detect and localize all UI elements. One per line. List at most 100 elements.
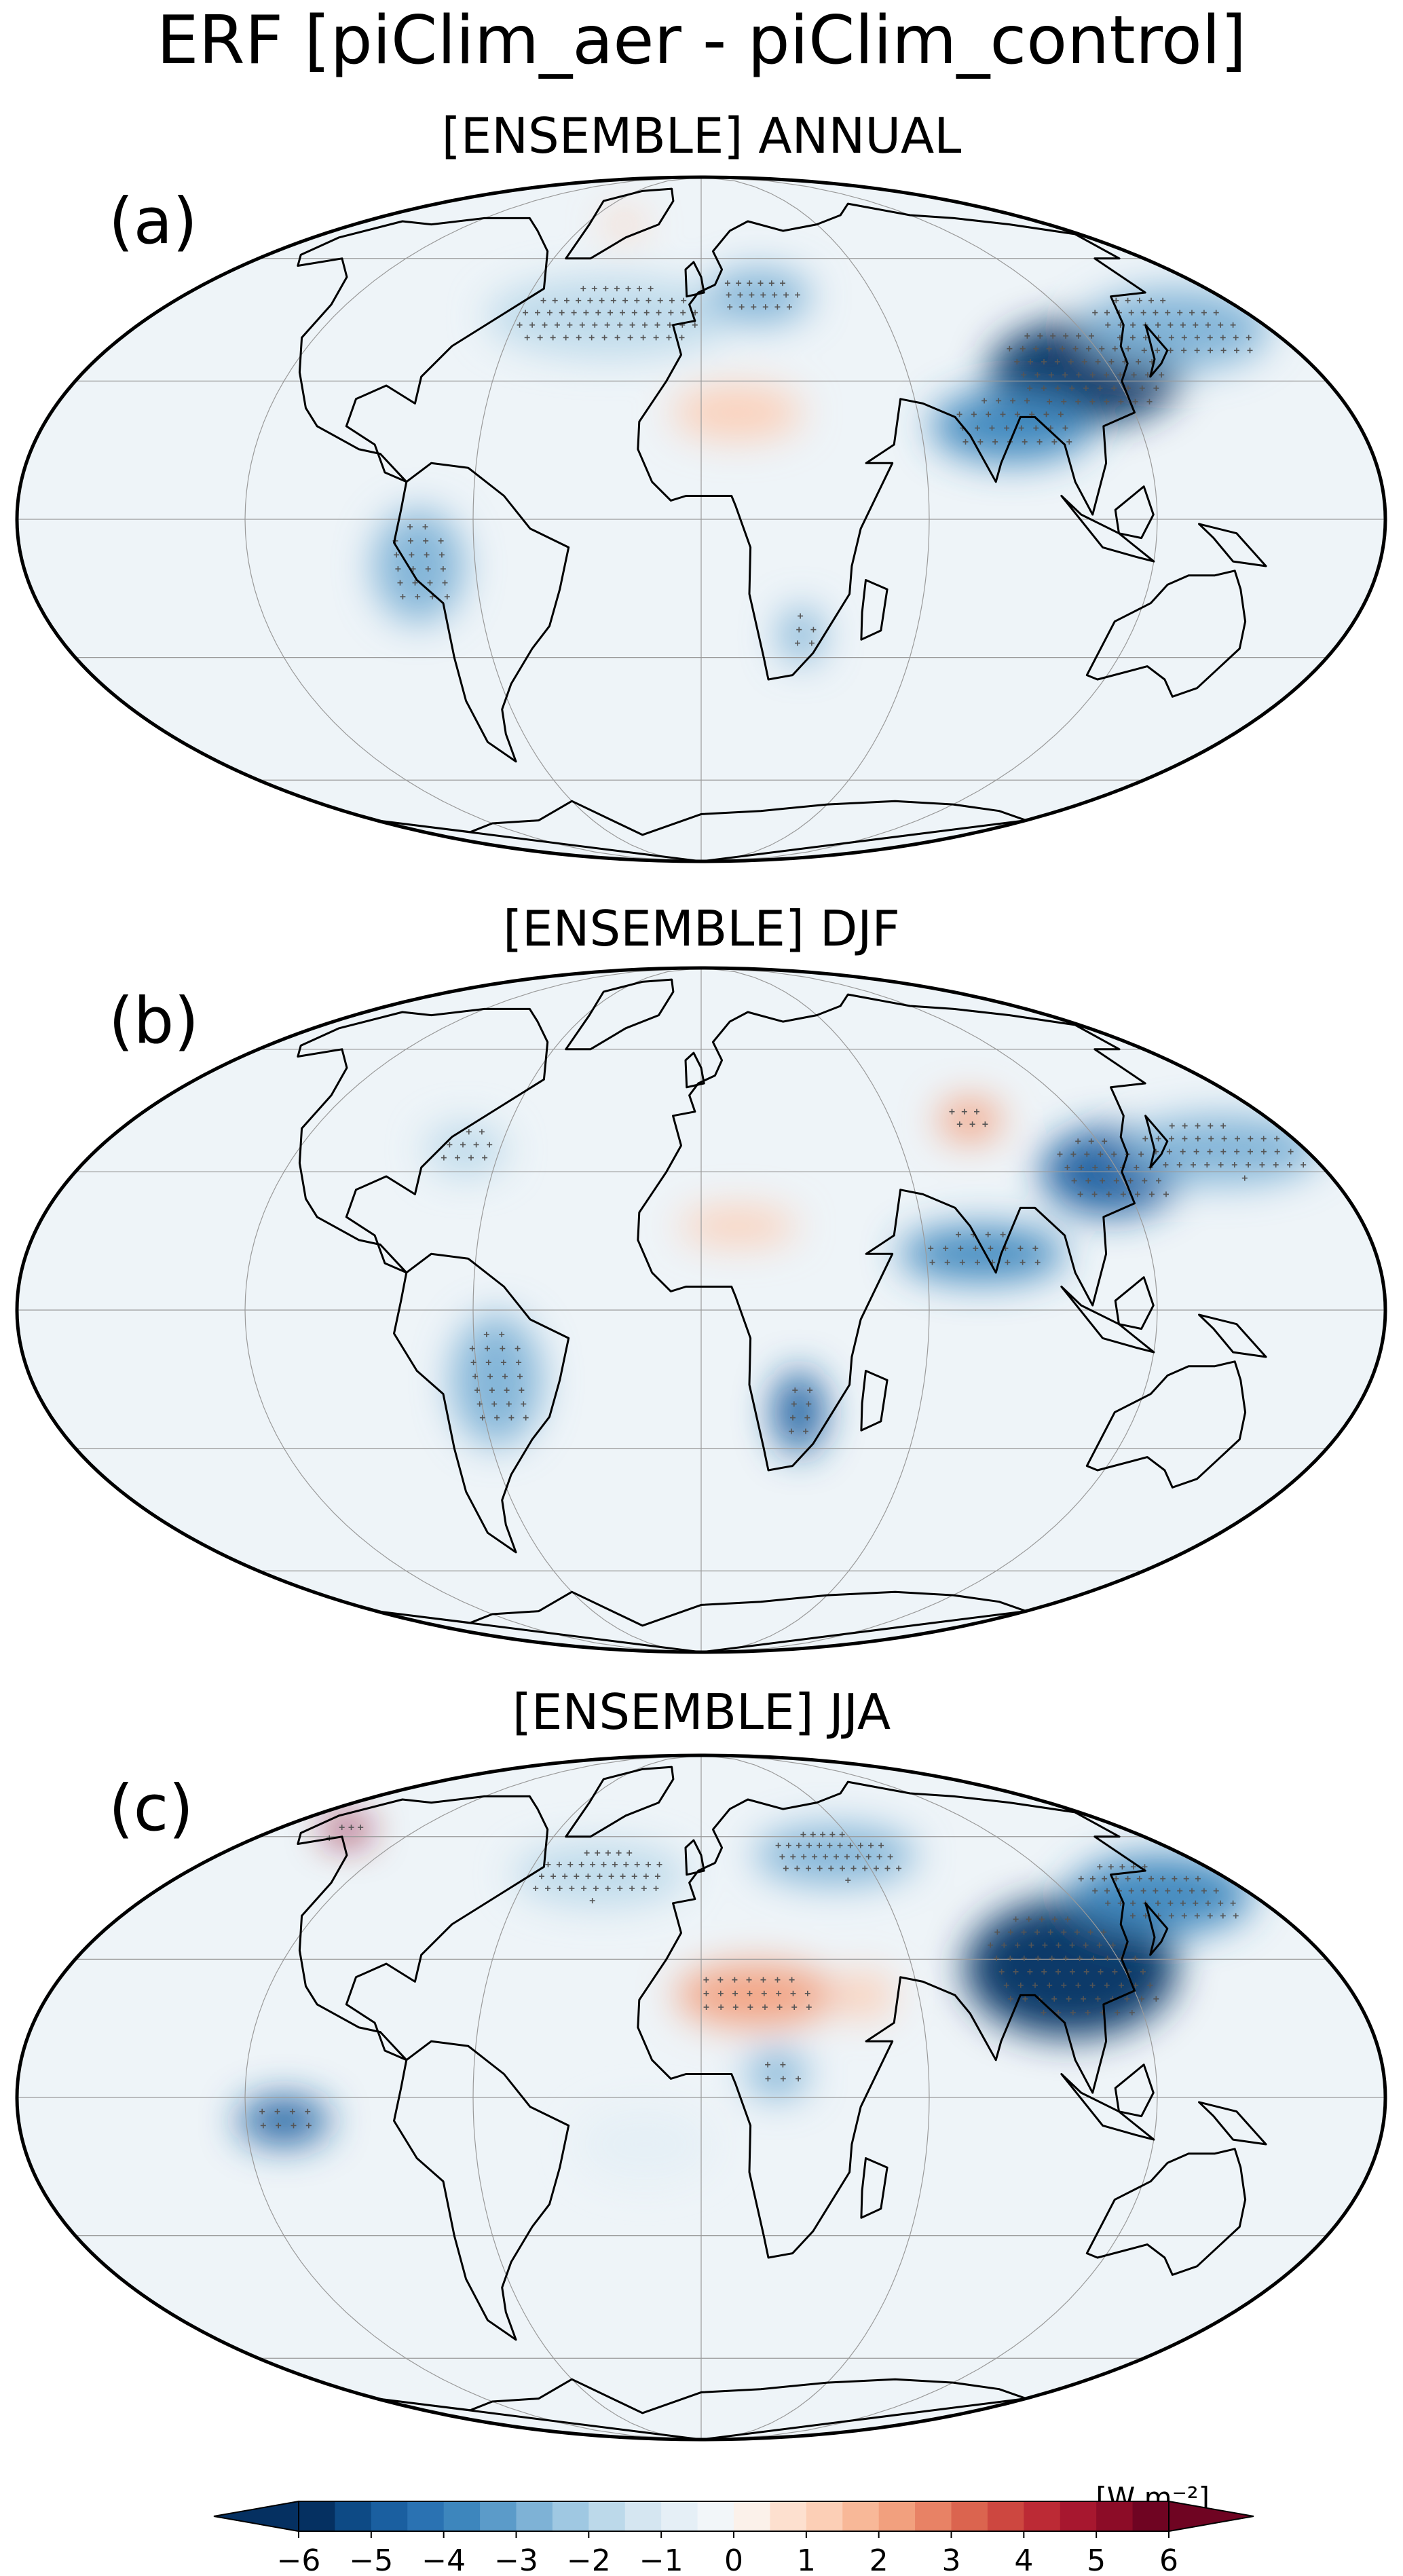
anomaly-arabia — [835, 1973, 894, 2018]
anomaly-north-pacific — [1121, 1115, 1323, 1184]
colorbar-extend-low — [213, 2500, 299, 2533]
panel-c-map — [15, 1753, 1387, 2442]
coastline-new-guinea — [1198, 2101, 1267, 2146]
coastline-japan — [1144, 1902, 1169, 1956]
colorbar-bin — [842, 2501, 880, 2531]
anomaly-south-america — [451, 1314, 542, 1446]
colorbar-tick-label: −5 — [349, 2543, 393, 2576]
colorbar-tick-label: −2 — [567, 2543, 611, 2576]
coastline-australia — [1085, 2148, 1247, 2276]
coastline-madagascar — [860, 2157, 888, 2219]
panel-b-subtitle: [ENSEMBLE] DJF — [503, 900, 900, 957]
coastline-africa-europe-asia — [637, 993, 1146, 1472]
colorbar-bin — [1132, 2501, 1170, 2531]
significance-stippling — [392, 280, 1253, 646]
coastline-borneo — [1114, 1276, 1155, 1330]
coastline-greenland — [565, 187, 675, 260]
meridian-line — [472, 177, 702, 861]
colorbar-bin — [299, 2501, 336, 2531]
coastline-south-america — [393, 462, 570, 763]
colorbar-extend-high — [1168, 2500, 1254, 2533]
coastline-north-america — [297, 1795, 549, 2061]
colorbar-bin — [480, 2501, 517, 2531]
anomaly-equatorial-africa — [747, 2051, 808, 2097]
coastline-japan — [1144, 324, 1169, 378]
coastline-greenland — [565, 978, 675, 1051]
coastline-uk — [684, 1051, 705, 1089]
anomaly-field — [373, 212, 1271, 662]
coastline-antarctica — [375, 2378, 1028, 2440]
panel-a-map — [15, 175, 1387, 863]
significance-stippling — [441, 1108, 1307, 1434]
meridian-line — [244, 1755, 702, 2440]
colorbar-tick-label: 5 — [1087, 2543, 1106, 2576]
graticule — [17, 1755, 1385, 2440]
colorbar-tick-label: 1 — [797, 2543, 816, 2576]
colorbar-bin — [407, 2501, 445, 2531]
colorbar-bin — [1096, 2501, 1134, 2531]
anomaly-alaska — [323, 1817, 371, 1842]
anomaly-southern-africa — [773, 1370, 825, 1454]
anomaly-greenland-south — [605, 212, 643, 237]
map-field — [17, 968, 1385, 1652]
anomaly-central-asia — [938, 1099, 1002, 1141]
colorbar-bin — [335, 2501, 372, 2531]
anomaly-north-atlantic — [487, 277, 732, 357]
panel-a-label: (a) — [109, 185, 198, 259]
anomaly-europe-russia — [755, 1826, 916, 1885]
anomaly-north-pacific — [1080, 288, 1271, 370]
coastline-south-america — [393, 1252, 570, 1554]
coastline-north-america — [297, 1007, 549, 1274]
colorbar-bin — [443, 2501, 481, 2531]
anomaly-southern-africa — [779, 608, 823, 662]
meridian-line — [472, 968, 702, 1652]
anomaly-sahara — [675, 1963, 836, 2027]
colorbar-tick-label: −1 — [639, 2543, 684, 2576]
anomaly-north-america-east — [426, 1124, 506, 1176]
panel-c-subtitle: [ENSEMBLE] JJA — [512, 1683, 891, 1740]
colorbar-bin — [770, 2501, 807, 2531]
colorbar: −6 −5 −4 −3 −2 −1 0 1 2 3 4 5 6 — [213, 2500, 1254, 2576]
colorbar-bin — [987, 2501, 1024, 2531]
colorbar-bin — [516, 2501, 553, 2531]
panel-c-label: (c) — [109, 1772, 194, 1846]
coastline-south-america — [393, 2040, 570, 2341]
colorbar-bin — [661, 2501, 698, 2531]
map-boundary — [15, 1753, 1387, 2442]
colorbar-bin — [371, 2501, 408, 2531]
anomaly-field — [426, 1099, 1323, 1454]
meridian-line — [700, 1755, 930, 2440]
panel-a-subtitle: [ENSEMBLE] ANNUAL — [441, 107, 962, 164]
coastline-japan — [1144, 1115, 1169, 1169]
coastlines — [297, 187, 1267, 861]
coastline-borneo — [1114, 485, 1155, 540]
figure-title: ERF [piClim_aer - piClim_control] — [156, 2, 1247, 79]
anomaly-east-pacific — [238, 2097, 330, 2144]
colorbar-tick-label: −3 — [494, 2543, 538, 2576]
coastline-madagascar — [860, 1370, 888, 1432]
colorbar-tick-label: −4 — [422, 2543, 466, 2576]
meridian-line — [244, 968, 702, 1652]
anomaly-south-america-west — [373, 510, 464, 622]
meridian-line — [472, 1755, 702, 2440]
coastline-greenland — [565, 1766, 675, 1838]
meridian-line — [244, 177, 702, 861]
coastline-north-america — [297, 217, 549, 483]
anomaly-south-atlantic — [576, 2106, 713, 2182]
coastline-uk — [684, 1839, 705, 1876]
graticule — [17, 968, 1385, 1652]
colorbar-tick-label: 0 — [724, 2543, 743, 2576]
meridian-line — [700, 177, 1158, 861]
map-boundary — [15, 175, 1387, 863]
coastlines — [297, 978, 1267, 1652]
anomaly-south-asia — [899, 1226, 1065, 1282]
colorbar-tick-label: 3 — [942, 2543, 961, 2576]
coastline-antarctica — [375, 800, 1028, 861]
colorbar-bin — [552, 2501, 589, 2531]
colorbar-tick-label: 2 — [869, 2543, 888, 2576]
colorbar-bin — [734, 2501, 771, 2531]
colorbar-bin — [878, 2501, 916, 2531]
map-field — [17, 177, 1385, 861]
colorbar-bin — [806, 2501, 843, 2531]
colorbar-tick-label: 4 — [1014, 2543, 1033, 2576]
